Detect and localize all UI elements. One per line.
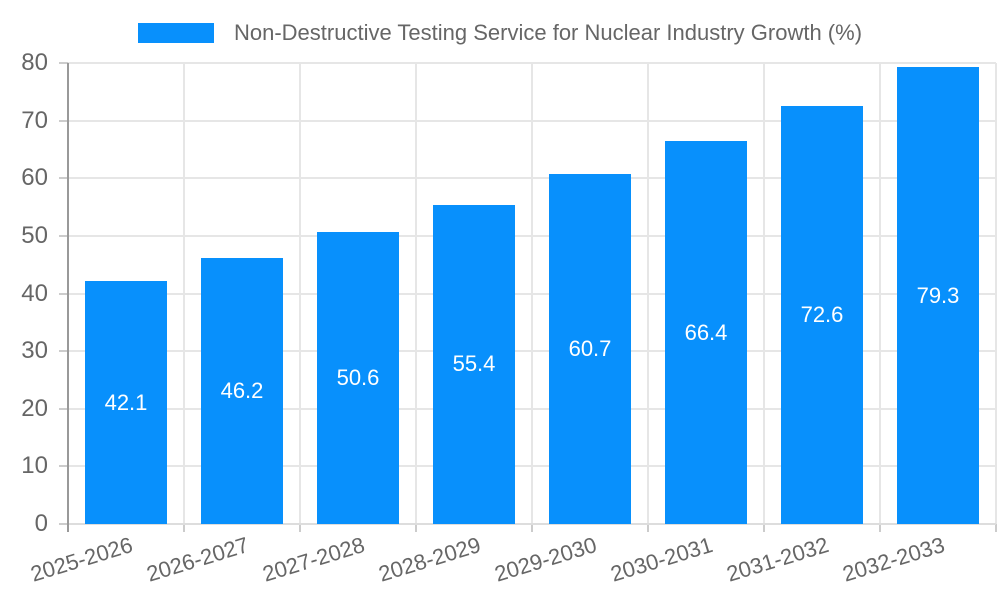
y-axis-label: 50 bbox=[21, 221, 48, 249]
y-axis-label: 10 bbox=[21, 452, 48, 480]
x-gridline bbox=[415, 63, 417, 524]
x-gridline bbox=[879, 63, 881, 524]
x-tick-mark bbox=[647, 524, 649, 532]
x-gridline bbox=[995, 63, 997, 524]
bar-value-label: 50.6 bbox=[336, 365, 380, 391]
x-tick-mark bbox=[763, 524, 765, 532]
legend-item[interactable]: Non-Destructive Testing Service for Nucl… bbox=[0, 14, 1000, 52]
x-tick-mark bbox=[531, 524, 533, 532]
bar[interactable]: 50.6 bbox=[317, 232, 399, 524]
legend-label: Non-Destructive Testing Service for Nucl… bbox=[233, 20, 863, 45]
y-axis-label: 30 bbox=[21, 337, 48, 365]
x-tick-mark bbox=[183, 524, 185, 532]
bar-value-label: 42.1 bbox=[104, 389, 148, 415]
y-axis-label: 0 bbox=[34, 510, 48, 537]
y-tick-mark bbox=[59, 234, 68, 237]
x-gridline bbox=[299, 63, 301, 524]
y-tick-mark bbox=[59, 62, 68, 64]
x-gridline bbox=[763, 63, 765, 524]
bar-value-label: 55.4 bbox=[452, 351, 496, 377]
x-axis-label: 2027-2028 bbox=[259, 532, 368, 587]
x-axis-label: 2031-2032 bbox=[723, 532, 832, 587]
x-axis-label: 2025-2026 bbox=[27, 532, 136, 587]
x-gridline bbox=[531, 63, 533, 524]
bar-value-label: 60.7 bbox=[568, 336, 612, 362]
bar[interactable]: 55.4 bbox=[433, 204, 515, 524]
y-axis-label: 40 bbox=[21, 279, 48, 307]
x-tick-mark bbox=[299, 524, 301, 532]
y-axis-label: 70 bbox=[21, 106, 48, 134]
y-tick-mark bbox=[59, 177, 68, 180]
y-axis-label: 60 bbox=[21, 164, 48, 192]
x-axis-label: 2028-2029 bbox=[375, 532, 484, 587]
bar[interactable]: 66.4 bbox=[665, 141, 747, 524]
bar[interactable]: 42.1 bbox=[85, 281, 167, 524]
x-gridline bbox=[183, 63, 185, 524]
bar[interactable]: 46.2 bbox=[201, 257, 283, 524]
y-tick-mark bbox=[59, 523, 68, 525]
x-axis-label: 2026-2027 bbox=[143, 532, 252, 587]
y-tick-mark bbox=[59, 292, 68, 295]
bar-value-label: 46.2 bbox=[220, 377, 264, 403]
bar[interactable]: 72.6 bbox=[781, 105, 863, 524]
x-axis-label: 2029-2030 bbox=[491, 532, 600, 587]
y-axis-line bbox=[67, 63, 69, 532]
y-tick-mark bbox=[59, 119, 68, 122]
bar[interactable]: 79.3 bbox=[897, 67, 979, 524]
bar-value-label: 72.6 bbox=[800, 301, 844, 327]
x-tick-mark bbox=[415, 524, 417, 532]
x-axis-label: 2032-2033 bbox=[839, 532, 948, 587]
x-axis-label: 2030-2031 bbox=[607, 532, 716, 587]
y-tick-mark bbox=[59, 465, 68, 468]
bar[interactable]: 60.7 bbox=[549, 174, 631, 524]
bar-value-label: 79.3 bbox=[916, 282, 960, 308]
y-axis-label: 80 bbox=[21, 49, 48, 76]
x-axis-line bbox=[68, 523, 996, 525]
plot-area: 42.1 46.2 50.6 55.4 60.7 66.4 72.6 79.3 bbox=[59, 62, 997, 532]
y-tick-mark bbox=[59, 350, 68, 353]
bar-value-label: 66.4 bbox=[684, 319, 728, 345]
x-gridline bbox=[647, 63, 649, 524]
x-tick-mark bbox=[995, 524, 997, 532]
x-tick-mark bbox=[879, 524, 881, 532]
legend-swatch bbox=[137, 23, 214, 43]
y-tick-mark bbox=[59, 407, 68, 410]
y-axis-label: 20 bbox=[21, 394, 48, 422]
